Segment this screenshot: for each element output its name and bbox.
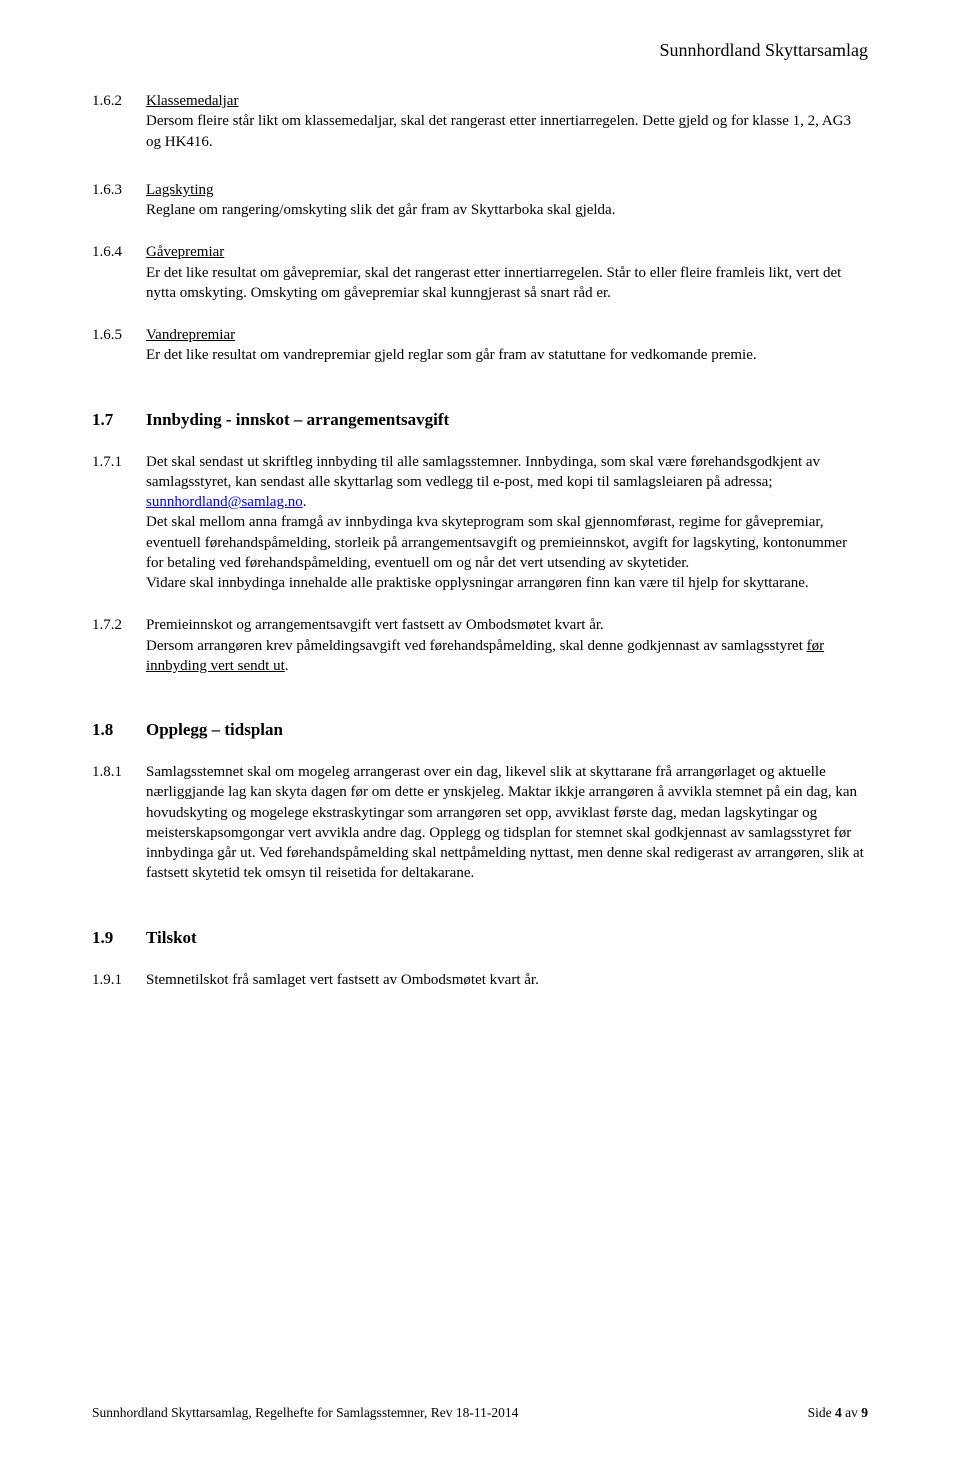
section-row: 1.8Opplegg – tidsplan (92, 720, 868, 740)
section-row: 1.8.1Samlagsstemnet skal om mogeleg arra… (92, 762, 868, 884)
sections-container: 1.6.2Klassemedaljar Dersom fleire står li… (92, 91, 868, 990)
section: 1.8Opplegg – tidsplan (92, 720, 868, 740)
section-number: 1.7.2 (92, 615, 146, 635)
section-body: Vandrepremiar Er det like resultat om van… (146, 325, 868, 366)
section: 1.9.1Stemnetilskot frå samlaget vert fas… (92, 970, 868, 990)
section-body-text: . (303, 494, 307, 510)
section-body-text: Dersom arrangøren krev påmeldingsavgift … (146, 638, 807, 654)
section-body-text: Det skal mellom anna framgå av innbyding… (146, 514, 847, 571)
section-body: Premieinnskot og arrangementsavgift vert… (146, 615, 868, 676)
section: 1.9Tilskot (92, 928, 868, 948)
section: 1.7.1Det skal sendast ut skriftleg innby… (92, 452, 868, 594)
section: 1.7Innbyding - innskot – arrangementsavg… (92, 410, 868, 430)
section-number: 1.6.2 (92, 91, 146, 111)
section: 1.6.4Gåvepremiar Er det like resultat om … (92, 242, 868, 303)
section-heading: Innbyding - innskot – arrangementsavgift (146, 410, 868, 430)
section-body-text: Er det like resultat om vandrepremiar gj… (146, 347, 757, 363)
page-footer: Sunnhordland Skyttarsamlag, Regelhefte f… (92, 1405, 868, 1421)
section-row: 1.7.1Det skal sendast ut skriftleg innby… (92, 452, 868, 594)
section-row: 1.9Tilskot (92, 928, 868, 948)
section-body: Lagskyting Reglane om rangering/omskyting… (146, 180, 868, 221)
section-number: 1.6.4 (92, 242, 146, 262)
section-row: 1.7.2Premieinnskot og arrangementsavgift… (92, 615, 868, 676)
section-title: Vandrepremiar (146, 327, 235, 343)
section-body-text: Vidare skal innbydinga innehalde alle pr… (146, 575, 809, 591)
section-number: 1.6.5 (92, 325, 146, 345)
footer-page-current: 4 (835, 1405, 842, 1420)
section-number: 1.9.1 (92, 970, 146, 990)
section-body: Klassemedaljar Dersom fleire står likt om… (146, 91, 868, 152)
section-heading: Tilskot (146, 928, 868, 948)
email-link[interactable]: sunnhordland@samlag.no (146, 494, 303, 510)
section-body-text: Reglane om rangering/omskyting slik det … (146, 202, 615, 218)
section-title: Lagskyting (146, 182, 214, 198)
section-number: 1.7.1 (92, 452, 146, 472)
section-row: 1.6.4Gåvepremiar Er det like resultat om … (92, 242, 868, 303)
page-header-org: Sunnhordland Skyttarsamlag (92, 40, 868, 61)
section-number: 1.8.1 (92, 762, 146, 782)
section-number: 1.7 (92, 410, 146, 430)
section: 1.8.1Samlagsstemnet skal om mogeleg arra… (92, 762, 868, 884)
section-row: 1.6.2Klassemedaljar Dersom fleire står li… (92, 91, 868, 152)
section-title: Gåvepremiar (146, 244, 224, 260)
section-body: Samlagsstemnet skal om mogeleg arrangera… (146, 762, 868, 884)
section-number: 1.6.3 (92, 180, 146, 200)
footer-left: Sunnhordland Skyttarsamlag, Regelhefte f… (92, 1405, 518, 1421)
section-body-text: Premieinnskot og arrangementsavgift vert… (146, 617, 604, 633)
section-body-text: Er det like resultat om gåvepremiar, ska… (146, 265, 841, 301)
section-body: Det skal sendast ut skriftleg innbyding … (146, 452, 868, 594)
section-body-text: . (285, 658, 289, 674)
footer-page-total: 9 (861, 1405, 868, 1420)
section: 1.7.2Premieinnskot og arrangementsavgift… (92, 615, 868, 676)
section-row: 1.6.3Lagskyting Reglane om rangering/omsk… (92, 180, 868, 221)
section-row: 1.6.5Vandrepremiar Er det like resultat o… (92, 325, 868, 366)
section-row: 1.9.1Stemnetilskot frå samlaget vert fas… (92, 970, 868, 990)
section-number: 1.8 (92, 720, 146, 740)
section-body: Stemnetilskot frå samlaget vert fastsett… (146, 970, 868, 990)
section-body-text: Det skal sendast ut skriftleg innbyding … (146, 454, 820, 490)
section-title: Klassemedaljar (146, 93, 238, 109)
section: 1.6.5Vandrepremiar Er det like resultat o… (92, 325, 868, 366)
section-row: 1.7Innbyding - innskot – arrangementsavg… (92, 410, 868, 430)
footer-right-prefix: Side (808, 1405, 835, 1420)
section: 1.6.3Lagskyting Reglane om rangering/omsk… (92, 180, 868, 221)
section-number: 1.9 (92, 928, 146, 948)
section-body-text: Dersom fleire står likt om klassemedalja… (146, 113, 851, 149)
section: 1.6.2Klassemedaljar Dersom fleire står li… (92, 91, 868, 152)
section-heading: Opplegg – tidsplan (146, 720, 868, 740)
footer-right-mid: av (842, 1405, 862, 1420)
section-body: Gåvepremiar Er det like resultat om gåvep… (146, 242, 868, 303)
document-page: Sunnhordland Skyttarsamlag 1.6.2Klasseme… (0, 0, 960, 1457)
footer-right: Side 4 av 9 (808, 1405, 868, 1421)
